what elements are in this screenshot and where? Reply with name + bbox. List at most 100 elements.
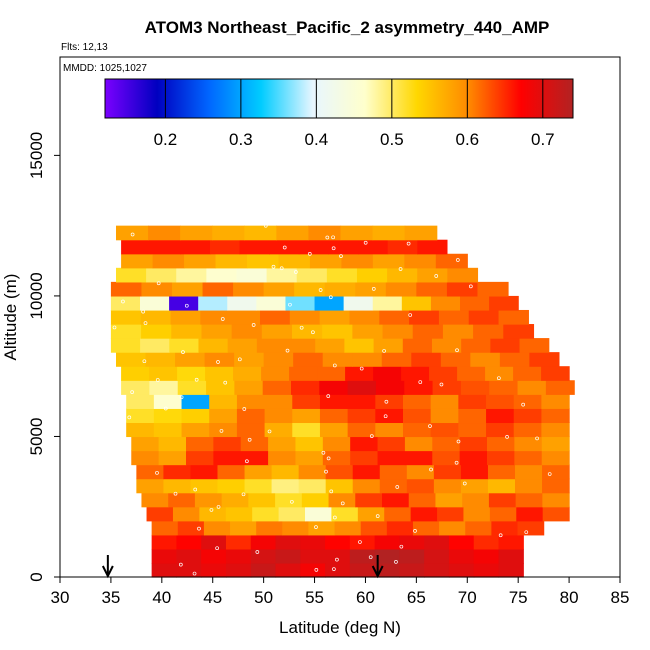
sample-point (216, 360, 220, 364)
heatmap-cell (121, 366, 150, 381)
heatmap-cell (440, 352, 471, 367)
heatmap-cell (442, 324, 474, 339)
chart-title: ATOM3 Northeast_Pacific_2 asymmetry_440_… (145, 18, 550, 37)
sample-point (408, 313, 413, 317)
heatmap-cell (515, 478, 543, 494)
heatmap-cell (319, 380, 349, 395)
sample-point (223, 380, 228, 385)
heatmap-cell (295, 436, 324, 452)
heatmap-cell (459, 436, 488, 452)
heatmap-cell (448, 548, 475, 564)
colorbar-ticks: 0.2 0.3 0.4 0.5 0.6 0.7 (154, 79, 555, 149)
heatmap-cell (489, 506, 517, 522)
sample-point (398, 267, 403, 271)
heatmap-cell (289, 366, 318, 381)
heatmap-cell (406, 464, 435, 480)
sample-point (311, 330, 315, 335)
heatmap-cell (177, 366, 206, 381)
heatmap-cell (448, 562, 475, 578)
sample-point (237, 357, 242, 362)
heatmap-cell (355, 281, 387, 297)
heatmap-cell (140, 295, 170, 311)
plot-frame (59, 56, 621, 578)
heatmap-cell (347, 380, 377, 395)
y-axis-label: Altitude (m) (1, 274, 20, 361)
heatmap-cell (215, 253, 248, 269)
heatmap-cell (460, 295, 490, 311)
heatmap-cell (541, 394, 570, 409)
heatmap-cell (180, 225, 213, 241)
heatmap-cell (498, 548, 524, 564)
heatmap-cell (319, 309, 351, 325)
heatmap-cell (230, 309, 261, 325)
heatmap-cell (236, 422, 266, 438)
sample-point (382, 349, 386, 353)
heatmap-cell (328, 492, 356, 508)
heatmap-cell (438, 309, 470, 325)
heatmap-cell (457, 366, 486, 381)
heatmap-cell (424, 548, 450, 564)
heatmap-cell (458, 422, 487, 438)
sample-point (130, 390, 134, 394)
heatmap-cell (406, 478, 435, 494)
flight-arrows (101, 555, 384, 579)
heatmap-cell (344, 338, 375, 353)
sample-point (333, 515, 337, 520)
heatmap-cell (375, 380, 405, 395)
heatmap-cell (172, 506, 200, 522)
colorbar: 0.2 0.3 0.4 0.5 0.6 0.7 (104, 78, 574, 149)
heatmap-cell (209, 394, 238, 409)
heatmap-cell (430, 422, 459, 438)
sample-point (209, 508, 214, 512)
sample-point (340, 501, 345, 506)
heatmap-cell (325, 562, 351, 578)
heatmap-cell (463, 506, 491, 522)
heatmap-cell (268, 450, 297, 466)
heatmap-cell (225, 534, 252, 550)
heatmap-cell (352, 464, 381, 480)
heatmap-cell (435, 253, 468, 269)
heatmap-cell (194, 492, 223, 508)
heatmap-cell (202, 281, 234, 297)
heatmap-cell (250, 562, 277, 578)
sample-point (141, 309, 145, 314)
heatmap-cell (402, 338, 433, 353)
colorbar-tick-label: 0.5 (380, 130, 404, 149)
sample-point (418, 380, 423, 384)
y-tick-label: 15000 (27, 132, 46, 179)
heatmap-cell (433, 464, 462, 480)
heatmap-cell (131, 450, 160, 466)
heatmap-cell (230, 520, 257, 536)
heatmap-cell (341, 253, 374, 269)
heatmap-cell (322, 324, 353, 339)
heatmap-cell (387, 267, 418, 283)
sample-point (215, 546, 219, 551)
heatmap-cell (325, 548, 351, 564)
heatmap-cell (439, 520, 466, 536)
x-tick-label: 60 (356, 588, 375, 607)
heatmap-cell (345, 366, 374, 381)
sample-point (331, 235, 335, 240)
heatmap-cell (446, 281, 479, 297)
sample-point (130, 232, 135, 237)
heatmap-cell (403, 422, 432, 438)
heatmap-cell (401, 366, 430, 381)
heatmap-cell (319, 422, 349, 438)
heatmap-cell (186, 450, 214, 466)
heatmap-cell (244, 478, 273, 494)
heatmap-cell (116, 267, 147, 283)
heatmap-cell (213, 436, 242, 452)
heatmap-cell (498, 534, 524, 550)
heatmap-cell (473, 548, 500, 564)
heatmap-cell (401, 295, 432, 311)
heatmap-cell (319, 408, 349, 424)
heatmap-cell (300, 548, 326, 564)
heatmap-cell (148, 225, 181, 241)
heatmap-cell (181, 408, 210, 424)
sample-point (369, 434, 374, 438)
heatmap-cell (176, 267, 207, 283)
sample-point (271, 264, 276, 269)
heatmap-cell (271, 478, 300, 494)
heatmap-cell (151, 562, 178, 578)
heatmap-cell (322, 450, 351, 466)
